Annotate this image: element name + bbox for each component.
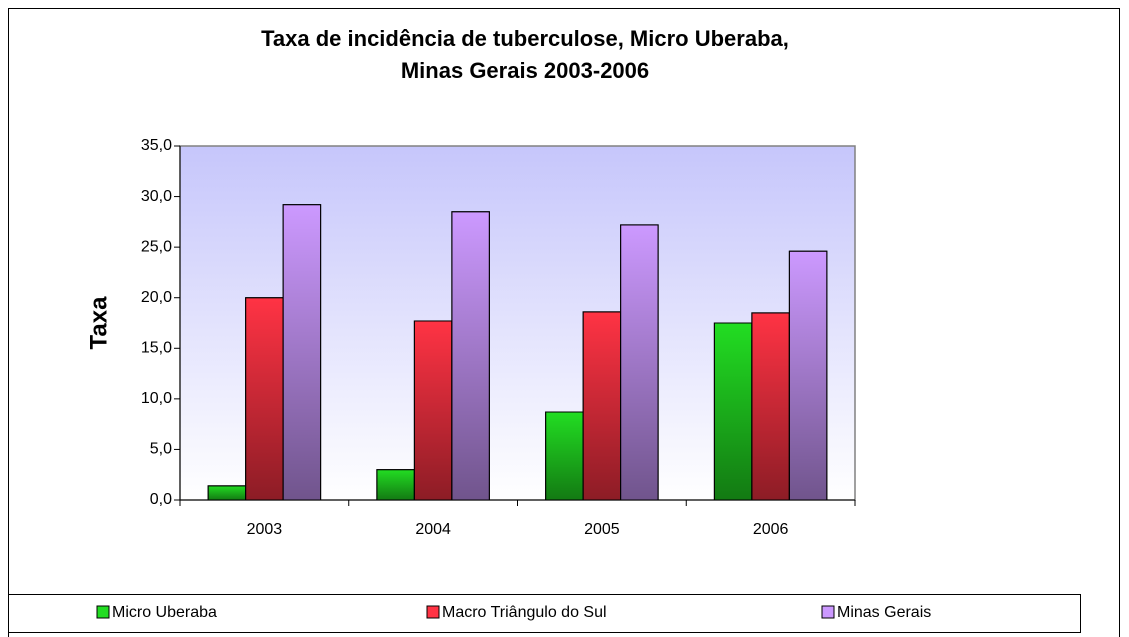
bar-shade: [620, 224, 659, 501]
y-tick-label: 5,0: [150, 441, 172, 458]
y-tick-label: 35,0: [141, 137, 172, 154]
y-tick-label: 10,0: [141, 390, 172, 407]
legend: [8, 594, 1081, 633]
x-tick-label: 2005: [584, 521, 620, 538]
legend-swatch: [821, 605, 835, 619]
y-tick-label: 0,0: [150, 491, 172, 508]
bar-shade: [751, 312, 790, 501]
legend-label: Minas Gerais: [837, 604, 931, 621]
legend-swatch: [96, 605, 110, 619]
bar-shade: [282, 204, 322, 501]
bar-shade: [788, 250, 828, 501]
bar-shade: [545, 411, 584, 501]
legend-label: Micro Uberaba: [112, 604, 217, 621]
bar-shade: [245, 297, 284, 501]
bar-shade: [413, 320, 453, 501]
bar-shade: [376, 469, 415, 501]
chart-title: Taxa de incidência de tuberculose, Micro…: [261, 26, 789, 51]
y-tick-label: 20,0: [141, 289, 172, 306]
y-axis-label: Taxa: [85, 296, 112, 350]
legend-label: Macro Triângulo do Sul: [442, 604, 607, 621]
y-tick-label: 25,0: [141, 238, 172, 255]
chart-border: [8, 8, 1120, 637]
bar-shade: [207, 485, 247, 501]
legend-swatch: [426, 605, 440, 619]
x-tick-label: 2004: [415, 521, 451, 538]
x-tick-label: 2003: [247, 521, 283, 538]
bar-shade: [451, 211, 490, 501]
chart-title: Minas Gerais 2003-2006: [401, 58, 649, 83]
bar-shade: [713, 322, 753, 501]
y-tick-label: 15,0: [141, 340, 172, 357]
bar-shade: [582, 311, 622, 501]
x-tick-label: 2006: [753, 521, 789, 538]
y-tick-label: 30,0: [141, 188, 172, 205]
